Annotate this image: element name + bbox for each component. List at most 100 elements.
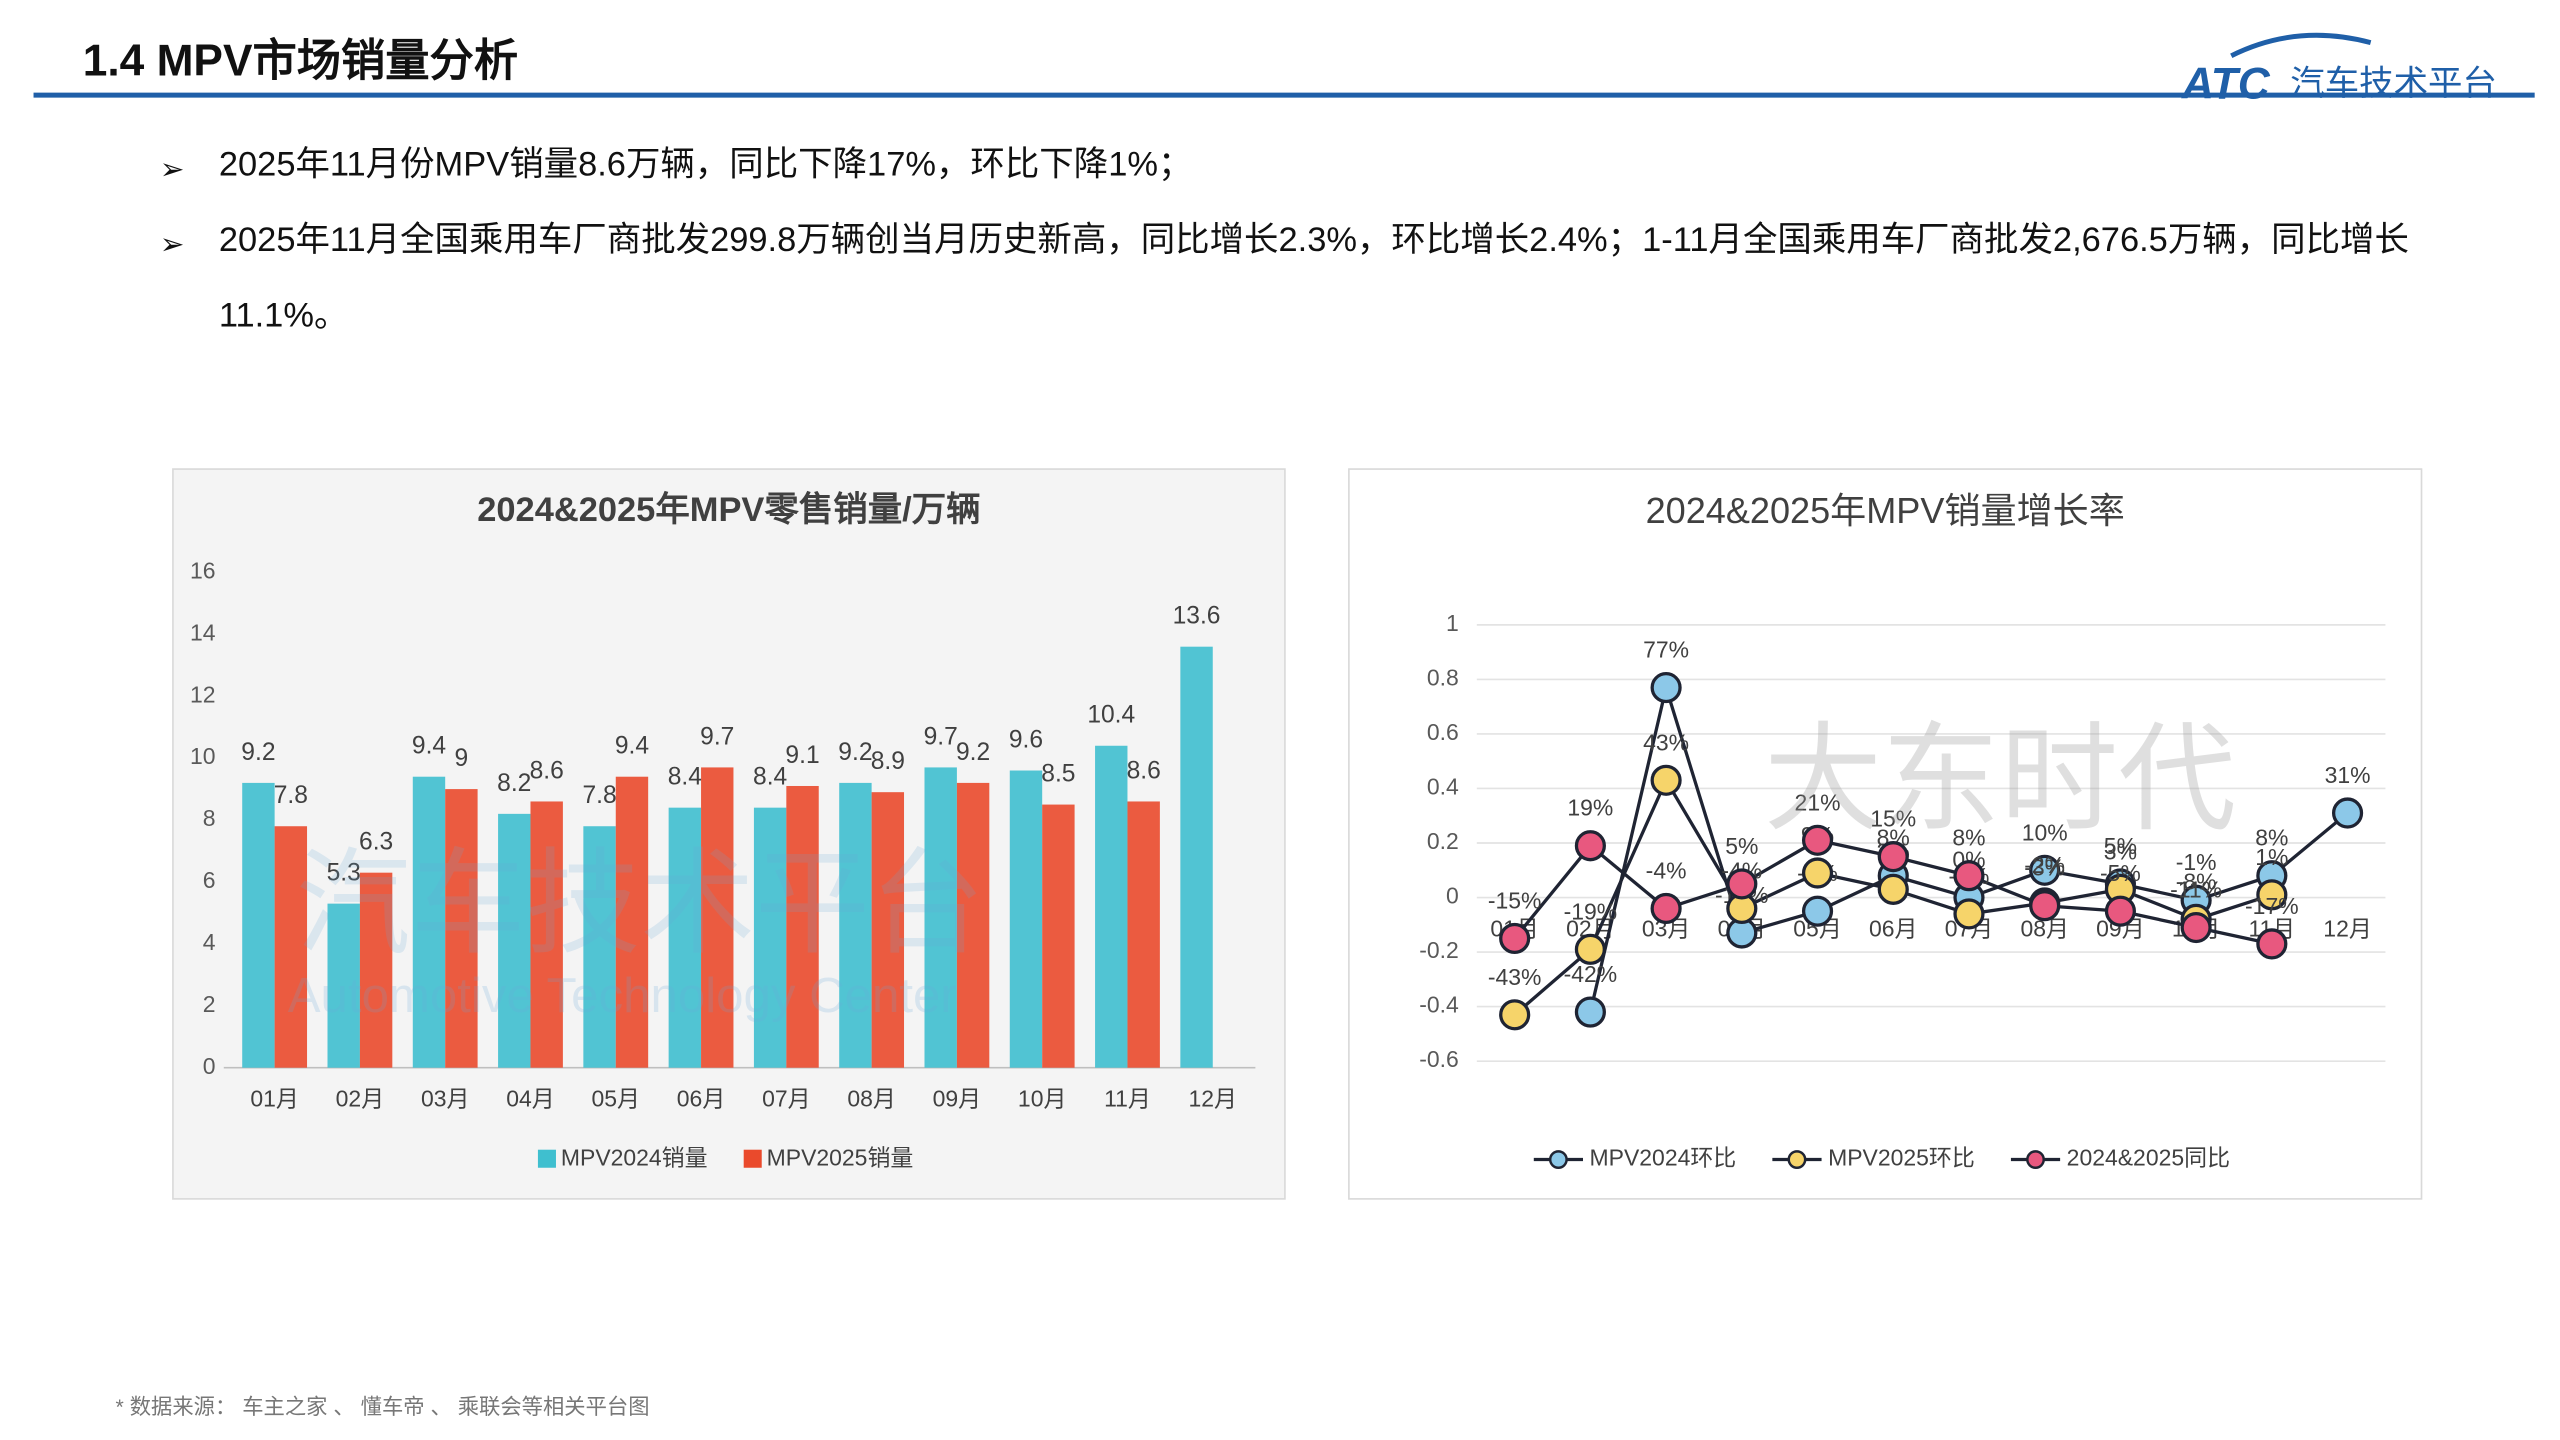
data-label: 31% — [2325, 762, 2371, 788]
x-tick-label: 12月 — [2323, 915, 2371, 941]
x-tick-label: 07月 — [762, 1086, 810, 1112]
data-label: -19% — [1564, 898, 1618, 924]
marker — [1574, 996, 1606, 1028]
marker — [1953, 860, 1985, 892]
legend-label: MPV2024销量 — [561, 1145, 708, 1171]
data-label: 8.5 — [1041, 761, 1075, 788]
data-label: -2% — [2024, 852, 2065, 878]
marker — [1650, 764, 1682, 796]
bar — [359, 872, 393, 1068]
logo-abbr: ATC — [2181, 59, 2271, 108]
data-label: 9.7 — [924, 723, 958, 750]
legend-label: MPV2025销量 — [767, 1145, 914, 1171]
data-label: 10.4 — [1087, 702, 1135, 729]
bar — [530, 801, 563, 1068]
marker — [2256, 879, 2288, 911]
marker — [2029, 854, 2061, 886]
data-label: 8.6 — [1127, 757, 1161, 784]
logo-swoosh — [2230, 32, 2372, 58]
y-tick-label: 0.8 — [1427, 664, 1459, 690]
y-tick-label: 16 — [190, 557, 216, 583]
y-tick-label: 12 — [190, 681, 216, 707]
data-label: -17% — [2245, 893, 2299, 919]
data-label: 9.6 — [1009, 726, 1043, 753]
chart-frame — [1348, 468, 2423, 1200]
legend-swatch — [743, 1149, 762, 1168]
data-label: -43% — [1488, 964, 1542, 990]
bar — [274, 826, 308, 1068]
x-tick-label: 06月 — [1869, 915, 1917, 941]
bar — [583, 826, 616, 1068]
marker — [1877, 841, 1909, 873]
x-tick-label: 11月 — [1104, 1086, 1151, 1112]
x-tick-label: 02月 — [336, 1086, 384, 1112]
source-note: * 数据来源： 车主之家 、 懂车帝 、 乘联会等相关平台图 — [116, 1395, 650, 1419]
bullet: 2025年11月份MPV销量8.6万辆，同比下降17%，环比下降1%； — [218, 145, 1193, 184]
data-label: 8.4 — [668, 764, 702, 791]
marker — [1726, 868, 1758, 900]
data-label: 7.8 — [274, 782, 308, 809]
y-tick-label: 10 — [190, 743, 216, 769]
data-label: 9.2 — [956, 739, 990, 766]
y-tick-label: -0.4 — [1419, 992, 1459, 1018]
data-label: 5.3 — [327, 860, 361, 887]
data-label: 9.4 — [615, 733, 649, 760]
y-tick-label: -0.2 — [1419, 937, 1459, 963]
watermark: Automotive Technology Center — [288, 968, 957, 1023]
data-label: 21% — [1795, 789, 1841, 815]
y-tick-label: 8 — [203, 805, 216, 831]
marker — [1650, 892, 1682, 925]
bar — [839, 782, 872, 1068]
legend-swatch — [537, 1149, 556, 1168]
marker — [1499, 922, 1531, 955]
data-label: 8.2 — [497, 770, 531, 797]
data-label: -3% — [2024, 855, 2065, 881]
bar — [242, 782, 275, 1068]
bar — [498, 813, 531, 1068]
bar — [924, 767, 957, 1068]
data-label: 9.2 — [241, 739, 275, 766]
data-label: -8% — [2176, 868, 2217, 894]
bar — [445, 789, 478, 1068]
data-label: -42% — [1564, 961, 1618, 987]
data-label: 3% — [2104, 838, 2137, 864]
bar — [1127, 801, 1160, 1068]
data-label: -15% — [1488, 887, 1542, 913]
marker — [2256, 928, 2288, 960]
data-label: 9.7 — [700, 723, 734, 750]
marker — [1801, 895, 1834, 927]
y-tick-label: 1 — [1446, 610, 1459, 636]
bar — [1180, 646, 1213, 1068]
marker — [1801, 824, 1834, 856]
bar — [412, 776, 446, 1068]
marker — [1801, 857, 1834, 889]
data-label: 9.4 — [412, 733, 446, 760]
y-tick-label: 0.4 — [1427, 774, 1459, 800]
data-label: 7.8 — [582, 782, 616, 809]
watermark: 汽车技术平台 — [296, 840, 985, 968]
marker — [2331, 797, 2364, 829]
bar — [1009, 770, 1043, 1068]
marker — [1499, 999, 1531, 1031]
legend-label: MPV2024环比 — [1590, 1145, 1737, 1171]
marker — [2104, 895, 2136, 927]
bar — [786, 785, 819, 1068]
data-label: -1% — [2176, 849, 2217, 875]
data-label: 9.2 — [838, 739, 872, 766]
data-label: 8.6 — [530, 757, 564, 784]
bullet-marker: ➢ — [160, 228, 185, 261]
x-tick-label: 03月 — [421, 1086, 469, 1112]
marker — [1574, 830, 1606, 862]
data-label: 13.6 — [1173, 603, 1221, 630]
slide-title: 1.4 MPV市场销量分析 — [83, 36, 518, 85]
y-tick-label: 0 — [203, 1053, 216, 1079]
y-tick-label: 14 — [190, 619, 216, 645]
marker — [2029, 890, 2061, 922]
x-tick-label: 10月 — [1018, 1086, 1066, 1112]
x-tick-label: 09月 — [933, 1086, 981, 1112]
data-label: 1% — [2255, 844, 2288, 870]
data-label: -5% — [2100, 860, 2141, 886]
marker — [1953, 898, 1985, 930]
